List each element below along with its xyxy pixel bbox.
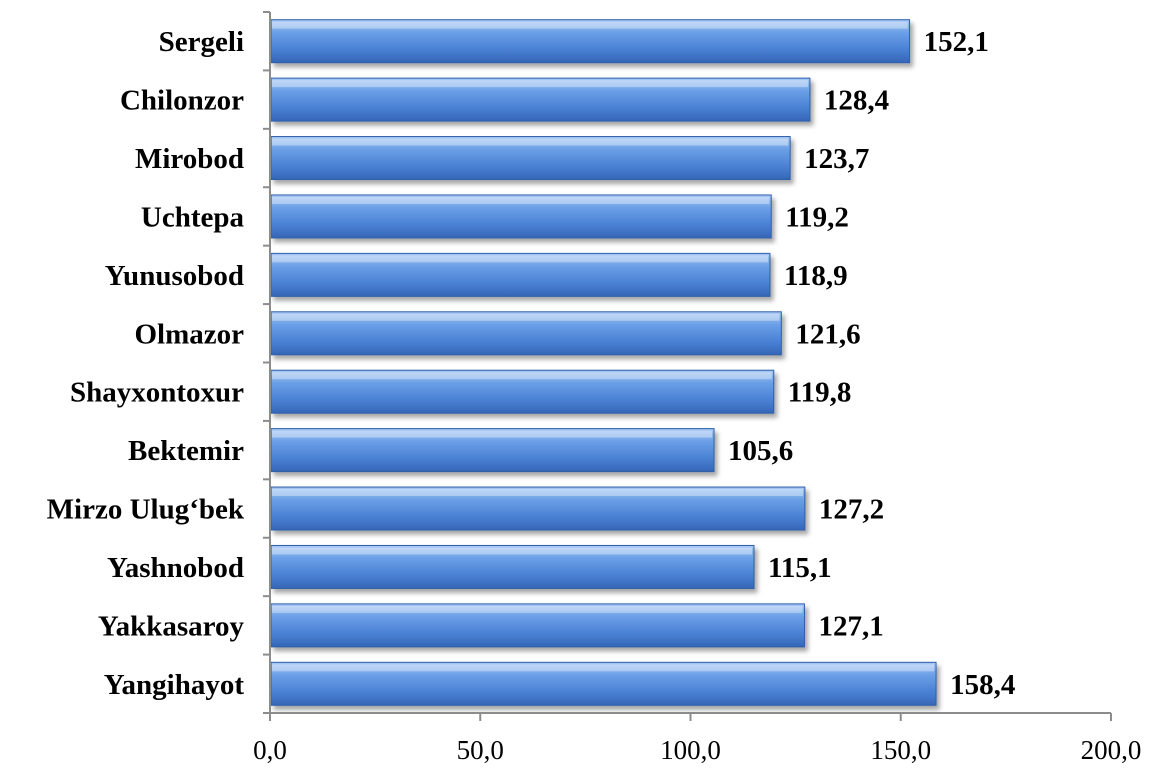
value-label-1: 128,4: [824, 85, 889, 117]
category-label-11: Yangihayot: [104, 669, 245, 701]
x-tick-label-3: 150,0: [870, 735, 931, 765]
x-tick-label-4: 200,0: [1081, 735, 1142, 765]
value-label-3: 119,2: [785, 201, 849, 233]
bar-highlight-2: [272, 138, 789, 146]
bar-highlight-0: [272, 21, 908, 29]
value-label-2: 123,7: [804, 143, 869, 175]
bar-9: [270, 544, 755, 589]
value-label-11: 158,4: [950, 669, 1015, 701]
bar-highlight-11: [272, 664, 935, 672]
x-tick-label-0: 0,0: [253, 735, 287, 765]
bar-5: [270, 311, 782, 356]
value-label-4: 118,9: [784, 260, 848, 292]
bar-4: [270, 252, 771, 297]
x-tick-label-2: 100,0: [660, 735, 721, 765]
category-label-5: Olmazor: [134, 318, 244, 350]
bar-highlight-1: [272, 80, 808, 88]
category-label-1: Chilonzor: [120, 85, 244, 117]
bar-11: [270, 661, 937, 706]
bar-highlight-6: [272, 372, 772, 380]
value-label-10: 127,1: [818, 610, 883, 642]
x-tick-label-1: 50,0: [457, 735, 504, 765]
category-label-0: Sergeli: [159, 26, 244, 58]
category-label-9: Yashnobod: [107, 552, 244, 584]
bar-highlight-3: [272, 196, 770, 204]
bar-highlight-8: [272, 489, 803, 497]
bar-2: [270, 136, 791, 181]
category-label-3: Uchtepa: [141, 201, 245, 233]
category-label-7: Bektemir: [128, 435, 244, 467]
bar-highlight-9: [272, 547, 752, 555]
bars-group: [270, 19, 937, 706]
value-label-8: 127,2: [819, 494, 884, 526]
value-label-9: 115,1: [768, 552, 832, 584]
category-label-6: Shayxontoxur: [70, 377, 244, 409]
value-label-5: 121,6: [795, 318, 860, 350]
labels-group: Sergeli 152,1 Chilonzor 128,4 Mirobod 123,7 Uc…: [47, 26, 1142, 765]
bar-0: [270, 19, 911, 64]
category-label-8: Mirzo Ulug‘bek: [47, 494, 245, 526]
bar-highlight-10: [272, 605, 803, 613]
category-label-10: Yakkasaroy: [98, 610, 245, 642]
bar-3: [270, 194, 772, 239]
value-label-0: 152,1: [924, 26, 989, 58]
category-label-4: Yunusobod: [105, 260, 244, 292]
bar-highlight-5: [272, 313, 780, 321]
bar-highlight-4: [272, 255, 768, 263]
axes-group: [263, 11, 1112, 721]
bar-10: [270, 603, 805, 648]
bar-1: [270, 77, 811, 122]
bar-highlight-7: [272, 430, 713, 438]
value-label-6: 119,8: [788, 377, 852, 409]
category-label-2: Mirobod: [135, 143, 244, 175]
bar-6: [270, 369, 775, 414]
value-label-7: 105,6: [728, 435, 793, 467]
